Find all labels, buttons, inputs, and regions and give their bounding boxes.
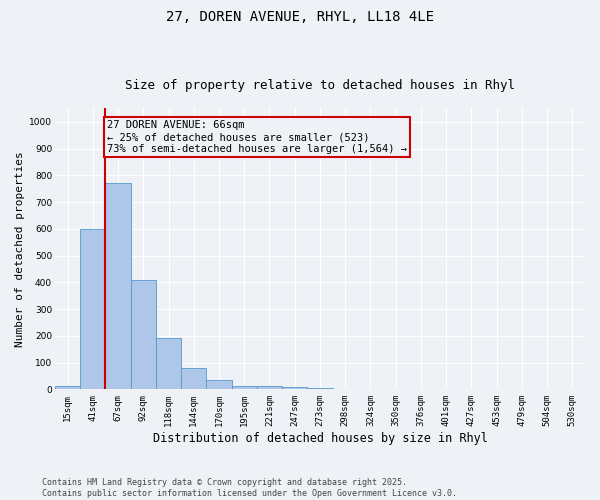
Y-axis label: Number of detached properties: Number of detached properties <box>15 151 25 347</box>
Bar <box>257 386 282 390</box>
Bar <box>80 229 106 390</box>
Bar <box>106 184 131 390</box>
Text: Contains HM Land Registry data © Crown copyright and database right 2025.
Contai: Contains HM Land Registry data © Crown c… <box>42 478 457 498</box>
Text: 27, DOREN AVENUE, RHYL, LL18 4LE: 27, DOREN AVENUE, RHYL, LL18 4LE <box>166 10 434 24</box>
Bar <box>232 386 257 390</box>
Bar <box>282 386 307 390</box>
X-axis label: Distribution of detached houses by size in Rhyl: Distribution of detached houses by size … <box>152 432 487 445</box>
Bar <box>131 280 156 390</box>
Bar <box>181 368 206 390</box>
Bar <box>307 388 332 390</box>
Bar <box>55 386 80 390</box>
Title: Size of property relative to detached houses in Rhyl: Size of property relative to detached ho… <box>125 79 515 92</box>
Bar <box>156 338 181 390</box>
Bar <box>206 380 232 390</box>
Text: 27 DOREN AVENUE: 66sqm
← 25% of detached houses are smaller (523)
73% of semi-de: 27 DOREN AVENUE: 66sqm ← 25% of detached… <box>107 120 407 154</box>
